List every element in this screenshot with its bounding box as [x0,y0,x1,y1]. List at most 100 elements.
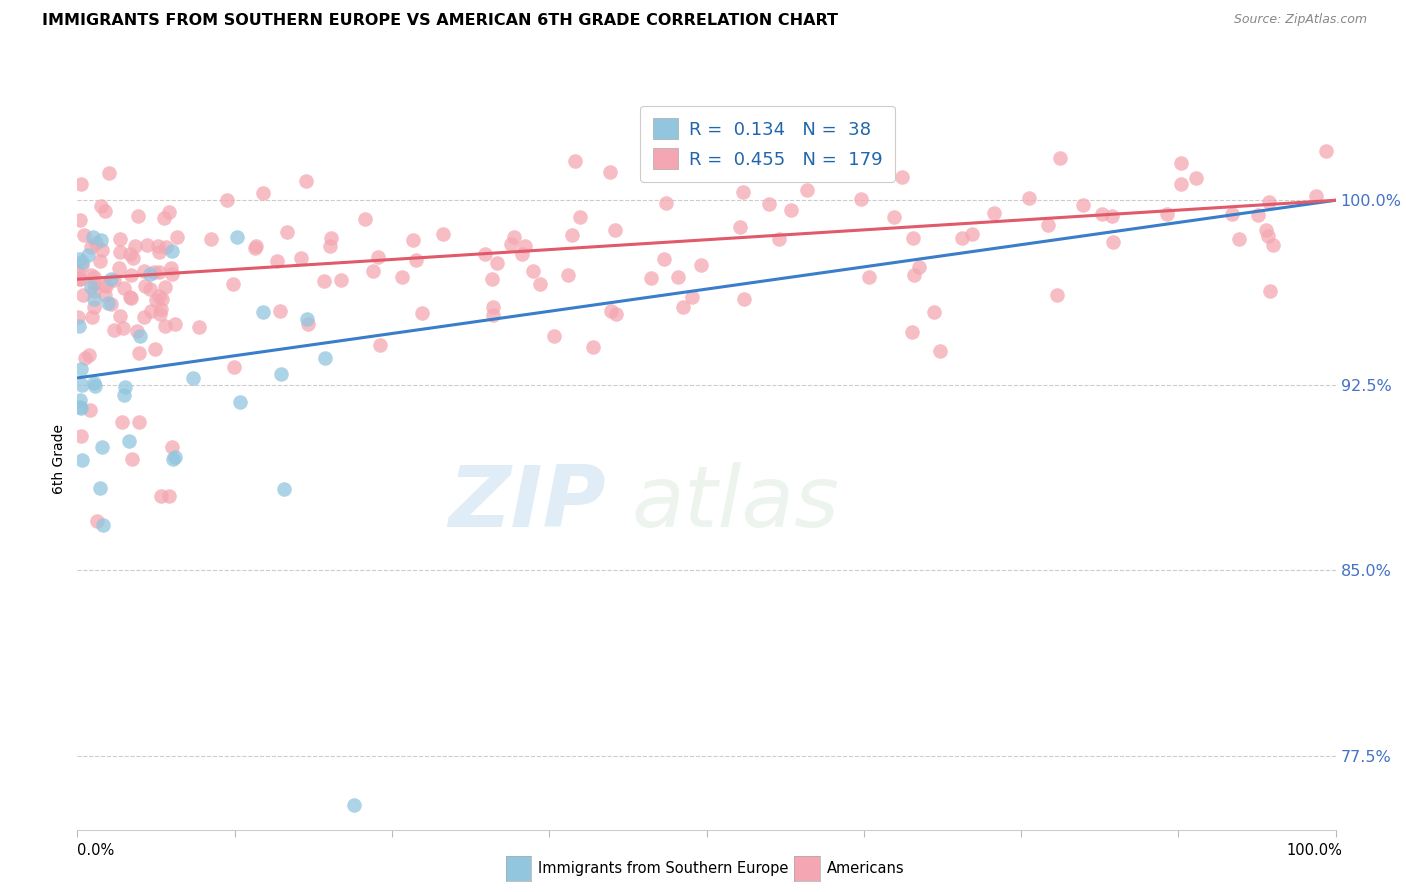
Point [120,268,142,282]
Point [270,367,292,381]
Point [499,236,522,251]
Point [153,318,176,333]
Point [67,265,90,279]
Point [1185,170,1208,185]
Point [266,254,288,268]
Text: IMMIGRANTS FROM SOUTHERN EUROPE VS AMERICAN 6TH GRADE CORRELATION CHART: IMMIGRANTS FROM SOUTHERN EUROPE VS AMERI… [42,13,838,29]
Point [858,270,880,285]
Point [922,305,945,319]
Point [582,339,605,353]
Text: 0.0%: 0.0% [77,843,114,858]
Point [728,220,751,235]
Point [97,296,120,310]
Point [108,310,131,324]
Point [482,301,505,315]
Point [83,376,105,390]
Point [799,144,821,158]
Point [76,247,98,261]
Point [69,272,91,286]
Point [297,312,319,326]
Point [605,223,627,237]
Point [79,268,101,282]
Point [1091,207,1114,221]
Point [112,388,135,402]
Point [70,401,93,415]
Point [83,292,105,306]
Point [569,210,592,224]
Point [129,329,152,343]
Point [485,255,508,269]
Point [148,289,170,303]
Point [215,193,238,207]
Point [89,253,111,268]
Point [143,342,166,356]
Point [1018,190,1040,204]
Point [165,317,187,331]
Point [70,255,93,269]
Point [181,371,204,385]
Point [1049,152,1071,166]
Point [890,169,912,184]
Point [149,307,172,321]
Point [290,252,312,266]
Point [94,287,117,301]
Point [148,265,170,279]
Point [273,482,295,496]
Point [950,231,973,245]
Point [672,300,695,314]
Point [564,153,586,168]
Point [152,292,174,306]
Point [1227,231,1250,245]
Point [80,279,103,293]
Point [69,392,91,407]
Point [295,173,318,187]
Point [163,450,186,465]
Point [112,321,135,335]
Point [136,238,159,252]
Point [69,428,91,442]
Legend: R =  0.134   N =  38, R =  0.455   N =  179: R = 0.134 N = 38, R = 0.455 N = 179 [640,105,896,182]
Point [689,258,711,272]
Point [768,232,790,246]
Point [138,282,160,296]
Point [67,271,90,285]
Point [901,325,924,339]
Point [73,228,96,243]
Point [561,228,583,243]
Point [474,247,496,261]
Point [67,252,90,267]
Point [276,225,298,239]
Point [118,434,141,448]
Point [91,440,114,454]
Point [1101,209,1123,223]
Point [91,517,114,532]
Point [82,310,104,325]
Point [758,197,780,211]
Point [503,229,526,244]
Point [543,328,565,343]
Point [128,345,150,359]
Point [83,269,105,284]
Point [103,323,125,337]
Point [112,281,135,295]
Point [903,268,925,282]
Point [84,235,107,250]
Point [73,351,96,366]
Point [125,324,148,338]
Point [314,351,336,366]
Point [132,264,155,278]
Point [90,234,112,248]
Point [343,797,366,812]
Point [1102,235,1125,249]
Point [139,304,162,318]
Y-axis label: 6th Grade: 6th Grade [52,425,66,494]
Point [654,196,676,211]
Point [481,308,503,322]
Point [1170,177,1192,191]
Point [1247,208,1270,222]
Point [69,213,91,227]
Point [960,227,983,241]
Point [312,274,335,288]
Point [405,252,427,267]
Point [114,380,136,394]
